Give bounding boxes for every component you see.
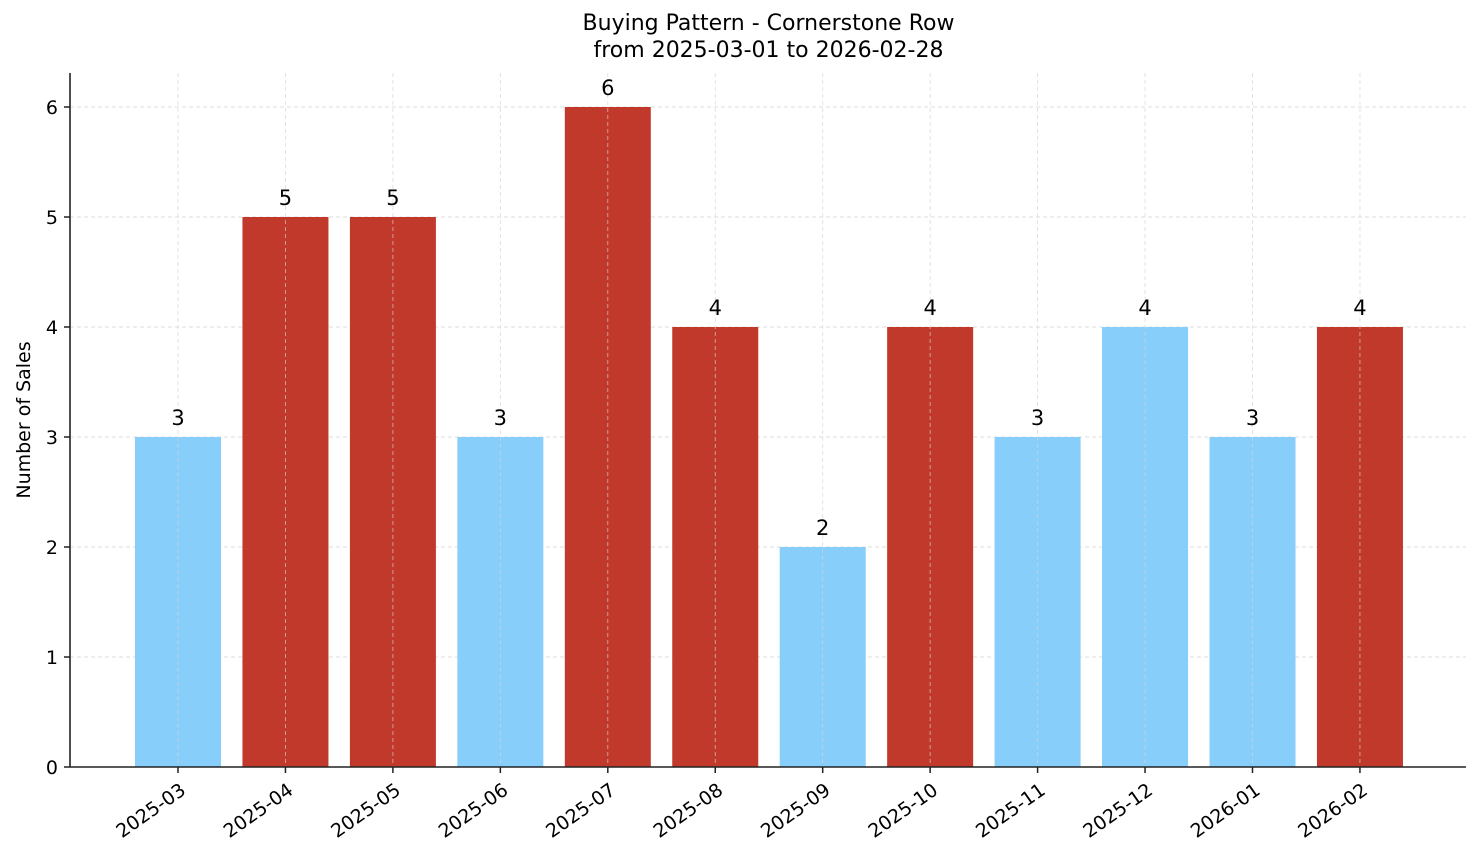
bar-value-label: 4 [1138, 296, 1151, 320]
y-tick-label: 5 [46, 207, 58, 229]
chart-subtitle: from 2025-03-01 to 2026-02-28 [593, 38, 944, 63]
bar-value-label: 3 [494, 406, 507, 430]
chart-title: Buying Pattern - Cornerstone Row from 20… [0, 10, 1481, 64]
x-tick-label: 2025-07 [542, 779, 620, 843]
bar-2026-02 [1316, 327, 1403, 767]
vertical-gridlines [177, 73, 1361, 767]
y-tick-label: 4 [46, 317, 58, 339]
bar-value-label: 6 [601, 76, 614, 100]
bar-value-label: 2 [816, 516, 829, 540]
bar-value-label: 3 [1246, 406, 1259, 430]
x-tick-label: 2026-02 [1294, 779, 1372, 843]
bar-2025-12 [1102, 327, 1189, 767]
y-tick-label: 6 [46, 97, 58, 119]
x-tick-label: 2026-01 [1187, 779, 1265, 843]
bar-value-label: 3 [1031, 406, 1044, 430]
bar-value-label: 4 [1353, 296, 1366, 320]
x-tick-label: 2025-05 [327, 779, 405, 843]
chart-title-main: Buying Pattern - Cornerstone Row [582, 11, 955, 36]
x-tick-label: 2025-11 [972, 779, 1050, 843]
bar-value-label: 3 [171, 406, 184, 430]
x-tick-label: 2025-08 [649, 779, 727, 843]
bar-value-label: 4 [709, 296, 722, 320]
bar-value-label: 5 [279, 186, 292, 210]
x-tick-label: 2025-09 [757, 779, 835, 843]
x-tick-label: 2025-03 [112, 779, 190, 843]
y-tick-label: 2 [46, 537, 58, 559]
y-tick-label: 1 [46, 647, 58, 669]
x-tick-label: 2025-04 [220, 779, 298, 843]
bar-value-label: 5 [386, 186, 399, 210]
y-tick-label: 0 [46, 757, 58, 779]
bar-2025-08 [672, 327, 759, 767]
bars [135, 107, 1403, 767]
x-tick-label: 2025-10 [864, 779, 942, 843]
bar-value-label: 4 [923, 296, 936, 320]
x-tick-label: 2025-06 [435, 779, 513, 843]
y-tick-label: 3 [46, 427, 58, 449]
data-labels: 3 5 5 3 6 4 2 4 3 4 3 4 [171, 76, 1366, 540]
x-tick-label: 2025-12 [1079, 779, 1157, 843]
bar-2025-10 [887, 327, 974, 767]
